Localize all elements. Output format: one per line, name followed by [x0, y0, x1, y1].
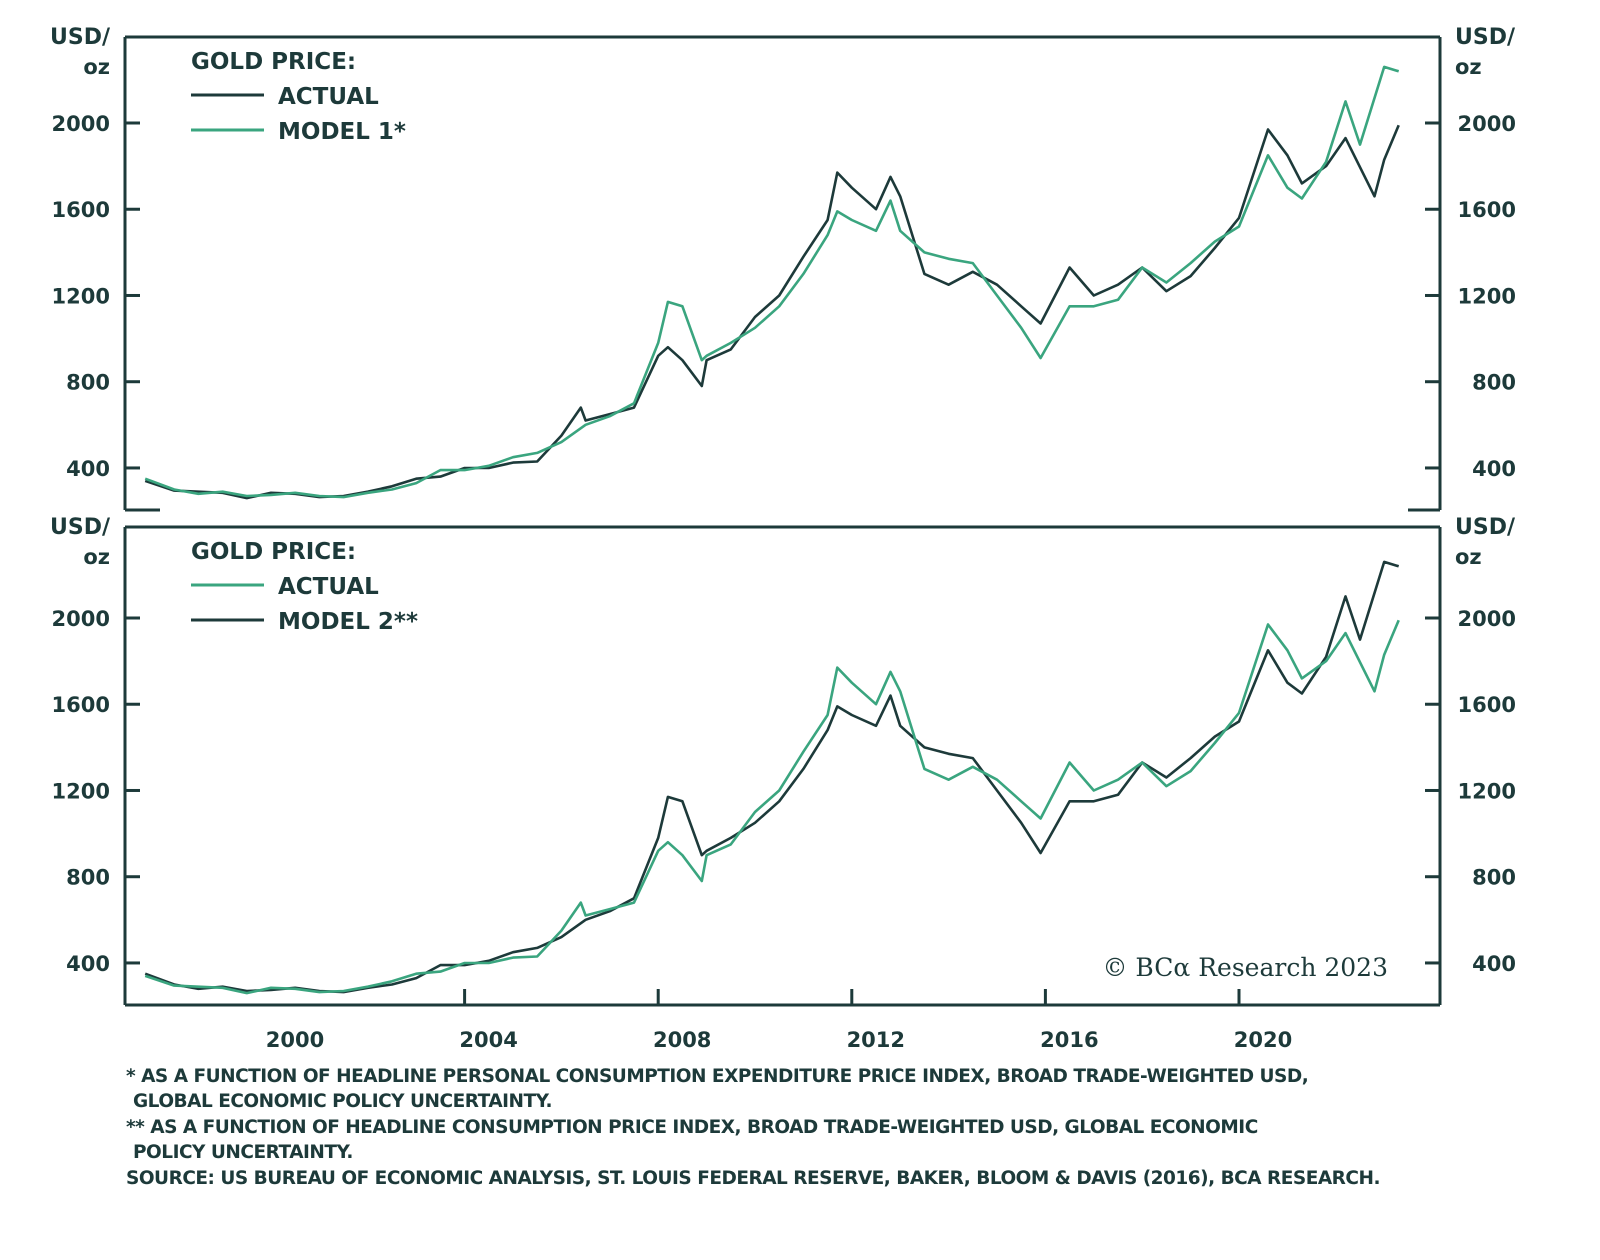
y-tick-label-right: 2000 — [1458, 607, 1516, 631]
unit-label: USD/ — [50, 25, 111, 50]
y-tick-label-right: 1200 — [1458, 779, 1516, 803]
legend-label-2: MODEL 2** — [278, 609, 418, 635]
y-tick-label-left: 400 — [66, 952, 110, 976]
series-line-model-1 — [144, 65, 1400, 499]
x-tick-label: 2016 — [1040, 1028, 1098, 1052]
y-tick-label-right: 1600 — [1458, 693, 1516, 717]
unit-label: oz — [83, 55, 110, 79]
x-tick-label: 2012 — [847, 1028, 905, 1052]
y-tick-label-left: 1600 — [52, 198, 110, 222]
legend-title: GOLD PRICE: — [191, 539, 356, 565]
y-tick-label-left: 800 — [66, 866, 110, 890]
y-tick-label-right: 800 — [1472, 371, 1516, 395]
y-tick-label-left: 1200 — [52, 779, 110, 803]
unit-label: USD/ — [1455, 25, 1516, 50]
unit-label: oz — [83, 545, 110, 569]
y-tick-label-right: 1200 — [1458, 284, 1516, 308]
y-tick-label-left: 1200 — [52, 284, 110, 308]
source-note: SOURCE: US BUREAU OF ECONOMIC ANALYSIS, … — [126, 1168, 1381, 1189]
series-line-actual — [144, 619, 1400, 995]
unit-label: oz — [1455, 545, 1482, 569]
unit-label: USD/ — [1455, 515, 1516, 540]
x-tick-label: 2020 — [1234, 1028, 1292, 1052]
y-tick-label-right: 2000 — [1458, 112, 1516, 136]
y-tick-label-left: 1600 — [52, 693, 110, 717]
y-tick-label-right: 1600 — [1458, 198, 1516, 222]
legend-title: GOLD PRICE: — [191, 49, 356, 75]
y-tick-label-left: 2000 — [52, 112, 110, 136]
series-line-actual — [144, 124, 1400, 500]
legend-label-1: ACTUAL — [278, 84, 379, 110]
y-tick-label-left: 2000 — [52, 607, 110, 631]
footnote-1-line-1: * AS A FUNCTION OF HEADLINE PERSONAL CON… — [126, 1066, 1309, 1087]
x-tick-label: 2000 — [266, 1028, 324, 1052]
legend-label-2: MODEL 1* — [278, 119, 406, 145]
footnote-1-line-2: GLOBAL ECONOMIC POLICY UNCERTAINTY. — [133, 1091, 553, 1112]
unit-label: oz — [1455, 55, 1482, 79]
copyright-text: © BCα Research 2023 — [1102, 953, 1388, 982]
chart-panel-2: 2000 2004 2008 2012 2016 2020 © BCα Research 2… — [50, 515, 1516, 1052]
y-tick-label-right: 400 — [1472, 457, 1516, 481]
legend-label-1: ACTUAL — [278, 574, 379, 600]
footnote-2-line-1: ** AS A FUNCTION OF HEADLINE CONSUMPTION… — [126, 1117, 1258, 1138]
x-tick-label: 2008 — [653, 1028, 711, 1052]
y-tick-label-right: 400 — [1472, 952, 1516, 976]
y-tick-label-left: 800 — [66, 371, 110, 395]
y-tick-label-right: 800 — [1472, 866, 1516, 890]
unit-label: USD/ — [50, 515, 111, 540]
series-line-model-2 — [144, 560, 1400, 994]
chart-panel-1: 400 400 800 800 1200 1200 1600 1600 2000 2000 USD/… — [50, 25, 1516, 512]
x-tick-label: 2004 — [459, 1028, 517, 1052]
y-tick-label-left: 400 — [66, 457, 110, 481]
footnote-2-line-2: POLICY UNCERTAINTY. — [133, 1142, 353, 1163]
